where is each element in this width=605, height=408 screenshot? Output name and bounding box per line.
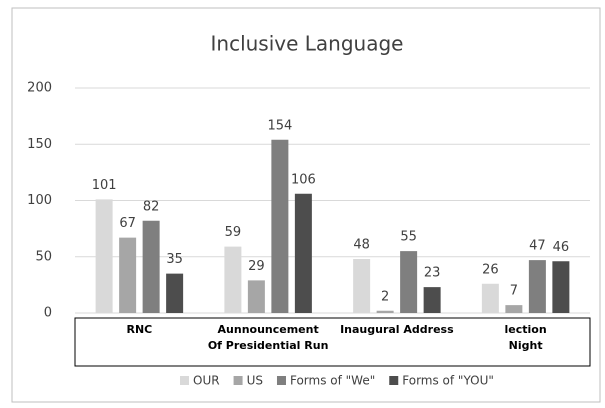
- y-tick-label: 50: [35, 249, 52, 264]
- legend-swatch: [276, 376, 286, 385]
- data-label: 46: [553, 240, 570, 255]
- chart-title: Inclusive Language: [211, 32, 404, 56]
- legend-label: US: [247, 374, 263, 388]
- bar: [528, 260, 546, 313]
- data-label: 7: [510, 284, 518, 299]
- bar: [552, 261, 570, 313]
- data-label: 82: [143, 199, 160, 214]
- bar: [294, 193, 312, 313]
- data-label: 26: [482, 262, 499, 277]
- legend-swatch: [233, 376, 243, 385]
- bar: [95, 199, 113, 313]
- bar: [505, 305, 523, 313]
- x-tick-label: lection Night: [504, 323, 547, 352]
- y-tick-label: 200: [27, 81, 52, 96]
- bar: [119, 237, 137, 313]
- data-label: 35: [166, 252, 183, 267]
- bar: [247, 280, 265, 313]
- bar: [481, 283, 499, 313]
- data-label: 106: [291, 172, 316, 187]
- legend-label: Forms of "YOU": [402, 374, 494, 388]
- data-label: 154: [267, 118, 292, 133]
- legend-label: Forms of "We": [290, 374, 375, 388]
- bar: [376, 310, 394, 313]
- bar: [166, 273, 184, 313]
- data-label: 48: [353, 238, 370, 253]
- data-label: 59: [225, 225, 242, 240]
- bar: [353, 259, 371, 313]
- y-tick-label: 100: [27, 193, 52, 208]
- data-label: 29: [248, 259, 265, 274]
- data-label: 47: [529, 239, 546, 254]
- data-label: 23: [424, 266, 441, 281]
- legend-label: OUR: [193, 374, 220, 388]
- x-tick-label: Aunnouncement Of Presidential Run: [207, 323, 329, 352]
- bar: [271, 139, 289, 313]
- bar: [423, 287, 441, 313]
- data-label: 55: [400, 230, 417, 245]
- x-tick-label: Inaugural Address: [340, 323, 454, 336]
- data-label: 101: [92, 178, 117, 193]
- bar: [224, 246, 242, 313]
- data-label: 67: [119, 216, 136, 231]
- x-tick-label: RNC: [126, 323, 153, 336]
- bar: [400, 251, 418, 313]
- category-box: [74, 317, 591, 367]
- y-tick-label: 0: [44, 306, 52, 321]
- data-label: 2: [381, 289, 389, 304]
- legend-swatch: [180, 376, 189, 385]
- legend-swatch: [389, 376, 399, 385]
- bar: [142, 220, 160, 313]
- y-tick-label: 150: [27, 137, 52, 152]
